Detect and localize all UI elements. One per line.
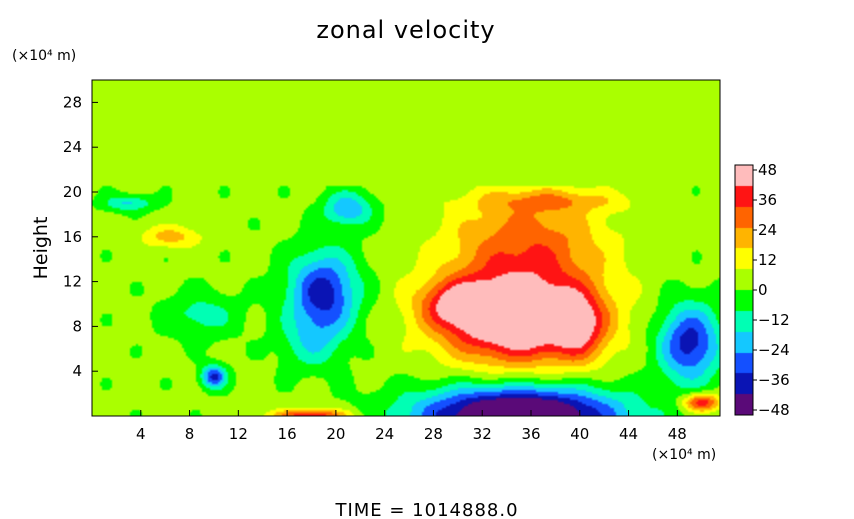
x-tick-label: 48 <box>668 425 687 443</box>
x-tick-label: 40 <box>570 425 589 443</box>
x-tick-label: 20 <box>326 425 345 443</box>
x-tick-label: 32 <box>473 425 492 443</box>
colorbar-image <box>735 165 753 415</box>
y-tick-label: 16 <box>63 228 82 246</box>
x-tick-label: 8 <box>185 425 195 443</box>
y-tick-label: 12 <box>63 273 82 291</box>
colorbar-tick-label: 24 <box>758 221 777 239</box>
heatmap-image <box>92 80 720 416</box>
y-tick-label: 24 <box>63 138 82 156</box>
x-tick-label: 44 <box>619 425 638 443</box>
colorbar-tick-label: 12 <box>758 251 777 269</box>
colorbar-tick-label: 36 <box>758 191 777 209</box>
y-unit-label: (×10⁴ m) <box>12 48 76 64</box>
chart-title: zonal velocity <box>316 16 495 44</box>
y-tick-label: 20 <box>63 183 82 201</box>
x-tick-label: 24 <box>375 425 394 443</box>
colorbar-tick-label: 48 <box>758 161 777 179</box>
colorbar-tick-label: −12 <box>758 311 790 329</box>
colorbar-tick-label: −24 <box>758 341 790 359</box>
plot-area <box>91 79 721 417</box>
colorbar-tick-label: 0 <box>758 281 768 299</box>
y-axis-ticks: 4 8 12 16 20 24 28 <box>63 93 98 380</box>
plot-frame <box>91 79 721 417</box>
x-unit-label: (×10⁴ m) <box>652 447 716 463</box>
y-tick-label: 4 <box>72 362 82 380</box>
colorbar: 48 36 24 12 0 −12 −24 −36 −48 <box>734 161 790 419</box>
y-tick-label: 28 <box>63 93 82 111</box>
y-axis-title: Height <box>30 217 52 280</box>
colorbar-ticks: 48 36 24 12 0 −12 −24 −36 −48 <box>753 161 790 419</box>
x-tick-label: 12 <box>229 425 248 443</box>
x-axis-ticks: 4 8 12 16 20 24 28 32 36 40 44 48 <box>136 410 687 443</box>
x-tick-label: 4 <box>136 425 146 443</box>
colorbar-tick-label: −36 <box>758 371 790 389</box>
x-tick-label: 36 <box>521 425 540 443</box>
colorbar-tick-label: −48 <box>758 401 790 419</box>
x-tick-label: 28 <box>424 425 443 443</box>
x-tick-label: 16 <box>278 425 297 443</box>
y-tick-label: 8 <box>72 317 82 335</box>
time-label: TIME = 1014888.0 <box>334 500 518 519</box>
